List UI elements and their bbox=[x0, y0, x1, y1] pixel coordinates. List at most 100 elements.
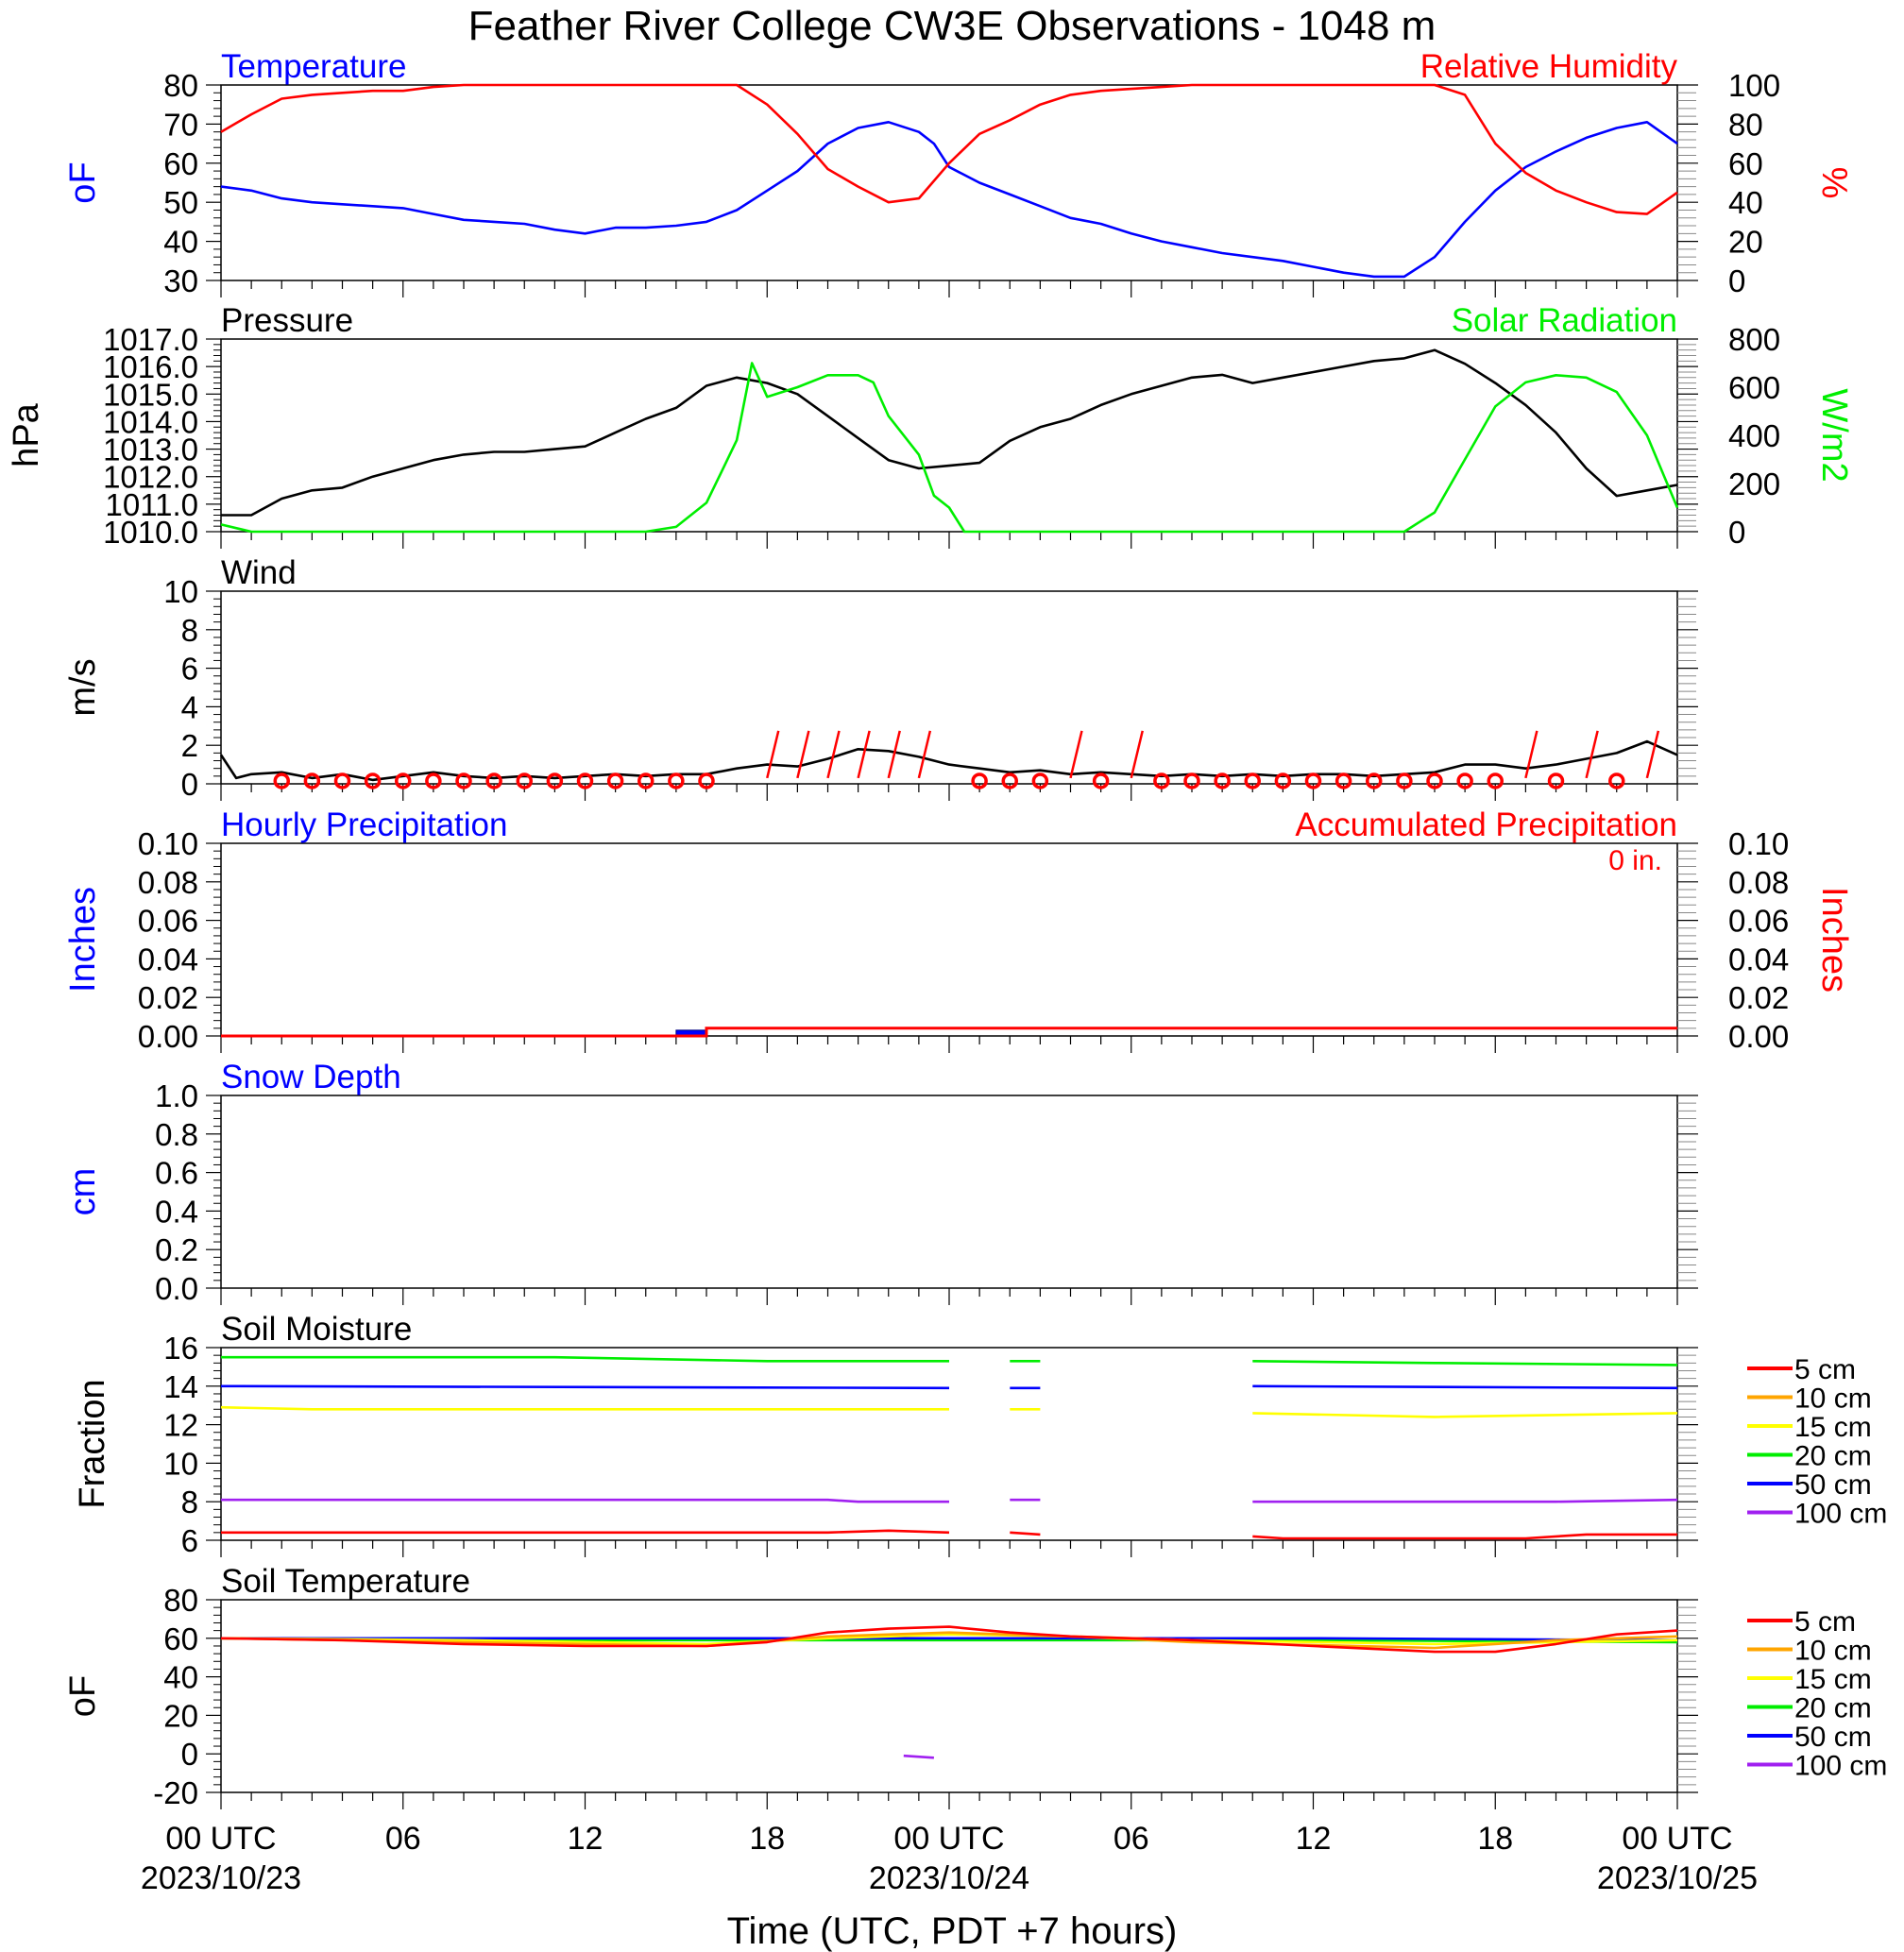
y-axis-label: m/s bbox=[63, 658, 103, 716]
wind-calm-marker bbox=[273, 772, 290, 789]
y-tick-label: 80 bbox=[163, 68, 198, 103]
wind-calm-marker bbox=[971, 772, 988, 789]
panel-title: Hourly Precipitation bbox=[221, 806, 507, 843]
y-right-tick-label: 200 bbox=[1728, 467, 1780, 501]
y-tick-label: 80 bbox=[163, 1583, 198, 1618]
wind-calm-marker bbox=[1001, 772, 1018, 789]
wind-calm-marker bbox=[606, 772, 624, 789]
legend-label: 15 cm bbox=[1794, 1412, 1872, 1443]
wind-calm-marker bbox=[395, 772, 412, 789]
wind-barb bbox=[1585, 730, 1599, 779]
y-right-tick-label: 0.00 bbox=[1728, 1019, 1789, 1054]
y-tick-label: 60 bbox=[163, 146, 198, 181]
y-axis-label-right: W/m2 bbox=[1814, 388, 1854, 482]
y-tick-label: 70 bbox=[163, 107, 198, 142]
wind-calm-marker bbox=[1214, 772, 1231, 789]
y-tick-label: 8 bbox=[181, 1485, 198, 1519]
wind-barb bbox=[1645, 730, 1660, 779]
y-tick-label: 1015.0 bbox=[103, 377, 198, 412]
y-tick-label: 30 bbox=[163, 263, 198, 298]
y-tick-label: 0.8 bbox=[155, 1117, 198, 1152]
wind-barb bbox=[826, 730, 841, 779]
legend-label: 10 cm bbox=[1794, 1636, 1872, 1667]
wind-calm-marker bbox=[303, 772, 321, 789]
panel-right-title: Relative Humidity bbox=[1420, 48, 1678, 85]
panel-wind: 10 8 64 2 0 Wind m/s bbox=[63, 554, 1698, 802]
plot-frame bbox=[220, 1095, 1678, 1289]
y-tick-label: 8 bbox=[181, 613, 198, 648]
y-tick-label: 6 bbox=[181, 652, 198, 687]
y-axis-label: hPa bbox=[7, 402, 46, 467]
wind-calm-marker bbox=[364, 772, 382, 789]
series-100-cm bbox=[1252, 1498, 1678, 1503]
wind-calm-marker bbox=[698, 772, 715, 789]
y-tick-label: 14 bbox=[163, 1369, 198, 1404]
wind-barb bbox=[796, 730, 810, 779]
series-wind bbox=[219, 739, 1678, 782]
x-tick-label: 06 bbox=[385, 1821, 421, 1857]
wind-barb bbox=[857, 730, 871, 779]
plot-frame bbox=[220, 842, 1678, 1037]
x-tick-label: 00 UTC bbox=[1622, 1821, 1732, 1857]
legend-label: 20 cm bbox=[1794, 1441, 1872, 1472]
wind-calm-marker bbox=[1366, 772, 1383, 789]
series-solar-radiation bbox=[220, 362, 1679, 534]
y-tick-label: 1012.0 bbox=[103, 460, 198, 495]
wind-barb bbox=[1069, 730, 1083, 779]
panel-title: Pressure bbox=[221, 302, 353, 339]
legend-label: 100 cm bbox=[1794, 1499, 1887, 1530]
wind-calm-marker bbox=[1487, 772, 1504, 789]
y-tick-label: 0.08 bbox=[138, 865, 198, 900]
wind-calm-marker bbox=[1426, 772, 1443, 789]
y-axis-label-right: Inches bbox=[1814, 887, 1854, 993]
y-right-tick-label: 400 bbox=[1728, 418, 1780, 453]
series-50-cm bbox=[220, 1384, 950, 1390]
panel-hourly-precipitation: 0.100.080.060.040.020.000.100.080.060.04… bbox=[63, 806, 1854, 1054]
series-5-cm bbox=[1252, 1533, 1677, 1540]
y-tick-label: 12 bbox=[163, 1408, 198, 1443]
series-50-cm bbox=[1252, 1384, 1678, 1390]
y-tick-label: 10 bbox=[163, 1446, 198, 1481]
wind-calm-marker bbox=[1396, 772, 1413, 789]
legend-label: 50 cm bbox=[1794, 1469, 1872, 1501]
wind-calm-marker bbox=[333, 772, 351, 789]
y-tick-label: 0.2 bbox=[155, 1232, 198, 1267]
y-right-tick-label: 60 bbox=[1728, 146, 1763, 181]
y-axis-label: oF bbox=[63, 1675, 103, 1717]
wind-calm-marker bbox=[1244, 772, 1261, 789]
wind-barb bbox=[917, 730, 932, 779]
y-tick-label: 50 bbox=[163, 185, 198, 220]
series-15-cm bbox=[1252, 1412, 1678, 1418]
wind-calm-marker bbox=[425, 772, 442, 789]
panel-title: Wind bbox=[221, 554, 297, 591]
series-10-cm bbox=[220, 1631, 1678, 1650]
y-tick-label: 0.02 bbox=[138, 980, 198, 1015]
y-tick-label: 2 bbox=[181, 728, 198, 763]
x-tick-label: 00 UTC bbox=[165, 1821, 276, 1857]
panel-right-title: Accumulated Precipitation bbox=[1295, 806, 1677, 843]
wind-barb bbox=[1524, 730, 1538, 779]
y-right-tick-label: 0.10 bbox=[1728, 826, 1789, 861]
y-axis-label: Fraction bbox=[73, 1379, 112, 1508]
series-20-cm bbox=[221, 1355, 949, 1363]
legend-label: 50 cm bbox=[1794, 1722, 1872, 1753]
wind-calm-marker bbox=[1334, 772, 1352, 789]
y-tick-label: 16 bbox=[163, 1331, 198, 1366]
y-tick-label: 1016.0 bbox=[103, 349, 198, 384]
y-tick-label: 4 bbox=[181, 689, 198, 724]
y-tick-label: 60 bbox=[163, 1621, 198, 1656]
y-tick-label: 0.06 bbox=[138, 904, 198, 939]
accumulated-precip-line bbox=[221, 1027, 1677, 1038]
series-pressure bbox=[221, 348, 1678, 517]
y-right-tick-label: 40 bbox=[1728, 185, 1763, 220]
wind-calm-marker bbox=[516, 772, 533, 789]
x-tick-label: 12 bbox=[568, 1821, 604, 1857]
y-tick-label: 1017.0 bbox=[103, 322, 198, 357]
y-tick-label: 1013.0 bbox=[103, 433, 198, 467]
y-tick-label: 1.0 bbox=[155, 1078, 198, 1113]
x-date-label: 2023/10/24 bbox=[869, 1860, 1029, 1896]
y-right-tick-label: 100 bbox=[1728, 68, 1780, 103]
y-axis-label-right: % bbox=[1814, 167, 1854, 199]
